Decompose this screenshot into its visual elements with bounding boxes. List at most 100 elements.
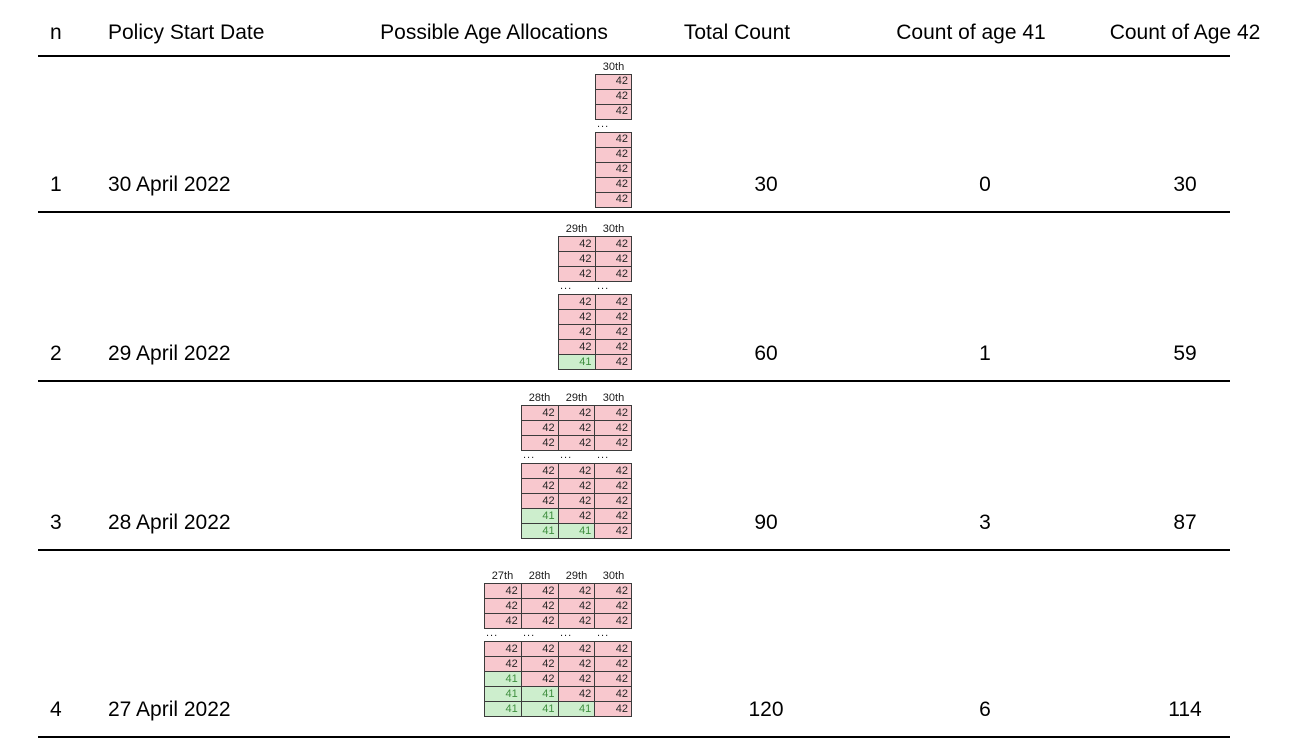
ellipsis: ... bbox=[560, 627, 573, 639]
age-cell: 42 bbox=[520, 613, 559, 629]
age-cell: 42 bbox=[557, 478, 596, 494]
day-label: 29th bbox=[565, 392, 588, 404]
count-age-42-value: 114 bbox=[1168, 698, 1202, 721]
age-allocation-grid: 28th 29th 30th 42 42 42 42 42 42 42 42 42......... 4… bbox=[521, 392, 632, 539]
age-cell: 42 bbox=[594, 463, 632, 479]
count-age-41-value: 6 bbox=[979, 698, 991, 721]
allocation-block: 42 42 42 42 42 42 42 42 42 42 42 42 bbox=[484, 583, 632, 629]
ellipsis: ... bbox=[523, 627, 536, 639]
day-label: 28th bbox=[528, 392, 551, 404]
age-cell: 42 bbox=[558, 339, 596, 355]
age-cell: 41 bbox=[521, 523, 559, 539]
header-n: n bbox=[50, 20, 62, 44]
age-cell: 42 bbox=[595, 146, 632, 163]
age-cell: 42 bbox=[557, 671, 596, 687]
ellipsis-row: ............ bbox=[484, 627, 632, 641]
age-cell: 42 bbox=[557, 508, 596, 524]
count-age-41-value: 3 bbox=[979, 511, 991, 534]
age-cell: 42 bbox=[595, 88, 632, 105]
day-label: 30th bbox=[602, 223, 625, 235]
age-cell: 42 bbox=[521, 463, 559, 479]
age-cell: 42 bbox=[594, 324, 632, 340]
age-cell: 42 bbox=[594, 508, 632, 524]
ellipsis-row: ...... bbox=[558, 281, 632, 294]
count-age-41-value: 0 bbox=[979, 173, 991, 196]
day-label: 29th bbox=[565, 570, 588, 582]
day-label-row: 28th 29th 30th bbox=[521, 392, 632, 405]
age-cell: 42 bbox=[594, 583, 632, 599]
age-cell: 41 bbox=[484, 686, 522, 702]
total-count-value: 30 bbox=[754, 173, 778, 196]
ellipsis: ... bbox=[523, 449, 536, 461]
age-cell: 42 bbox=[557, 656, 596, 672]
age-cell: 42 bbox=[558, 266, 596, 282]
count-age-41-value: 1 bbox=[979, 342, 991, 365]
row-number-value: 1 bbox=[50, 173, 62, 196]
allocation-block: 42 42 42 42 42 42 42 42 42 bbox=[521, 405, 632, 451]
day-label: 30th bbox=[602, 60, 625, 73]
age-cell: 42 bbox=[595, 73, 632, 90]
header-count-of-age-42: Count of Age 42 bbox=[1109, 20, 1261, 44]
allocation-block: 42 42 42 42 42 42 42 42 41 42 bbox=[558, 294, 632, 370]
age-cell: 42 bbox=[557, 463, 596, 479]
age-cell: 41 bbox=[520, 686, 559, 702]
day-label-row: 29th 30th bbox=[558, 223, 632, 236]
age-allocation-cell: 27th 28th 29th 30th 42 42 42 42 42 42 42 42 42 42 42 42… bbox=[348, 570, 640, 717]
age-cell: 42 bbox=[594, 598, 632, 614]
ellipsis: ... bbox=[486, 627, 499, 639]
day-label: 29th bbox=[565, 223, 588, 235]
policy-age-table: n Policy Start Date Possible Age Allocat… bbox=[38, 0, 1260, 738]
age-cell: 42 bbox=[521, 493, 559, 509]
total-count-value: 60 bbox=[754, 342, 778, 365]
day-label: 30th bbox=[602, 392, 625, 404]
age-cell: 41 bbox=[557, 701, 596, 717]
age-allocation-cell: 30th 42 42 42... 42 42 42 42 42 bbox=[348, 61, 640, 208]
age-cell: 42 bbox=[557, 583, 596, 599]
age-cell: 42 bbox=[557, 493, 596, 509]
age-cell: 42 bbox=[521, 405, 559, 421]
allocation-block: 42 42 42 42 42 42 42 42 41 42 42 42 41 41 42 42 41 41 41 42 bbox=[484, 641, 632, 717]
age-cell: 41 bbox=[484, 701, 522, 717]
total-count-value: 90 bbox=[754, 511, 778, 534]
policy-start-date: 29 April 2022 bbox=[108, 342, 231, 365]
allocation-block: 42 42 42 42 42 bbox=[595, 131, 632, 208]
age-cell: 42 bbox=[557, 420, 596, 436]
header-count-of-age-41: Count of age 41 bbox=[896, 20, 1046, 44]
allocation-block: 42 42 42 bbox=[595, 73, 632, 120]
age-cell: 42 bbox=[521, 435, 559, 451]
day-label: 30th bbox=[602, 570, 625, 582]
policy-start-date: 30 April 2022 bbox=[108, 173, 231, 196]
age-cell: 42 bbox=[484, 656, 522, 672]
ellipsis-row: ... bbox=[595, 118, 632, 132]
ellipsis-row: ......... bbox=[521, 449, 632, 463]
table-row: 1 30 April 2022 30th 42 42 42... 42 42 42 42 42 30 0… bbox=[38, 57, 1230, 213]
age-allocation-grid: 27th 28th 29th 30th 42 42 42 42 42 42 42 42 42 42 42 42… bbox=[484, 570, 632, 717]
age-cell: 42 bbox=[594, 435, 632, 451]
age-cell: 42 bbox=[594, 701, 632, 717]
age-cell: 42 bbox=[557, 435, 596, 451]
age-cell: 42 bbox=[594, 493, 632, 509]
table-header-row: n Policy Start Date Possible Age Allocat… bbox=[38, 0, 1260, 57]
age-cell: 42 bbox=[594, 294, 632, 310]
row-number-value: 3 bbox=[50, 511, 62, 534]
age-allocation-grid: 29th 30th 42 42 42 42 42 42...... 42 42 42 42 42 42 42… bbox=[558, 223, 632, 370]
age-cell: 42 bbox=[594, 671, 632, 687]
age-cell: 42 bbox=[558, 236, 596, 252]
header-total-count: Total Count bbox=[683, 20, 791, 44]
count-age-42-value: 30 bbox=[1173, 173, 1197, 196]
age-cell: 42 bbox=[594, 251, 632, 267]
header-possible-age-allocations: Possible Age Allocations bbox=[380, 20, 608, 44]
ellipsis: ... bbox=[597, 449, 610, 461]
age-cell: 42 bbox=[520, 583, 559, 599]
age-cell: 42 bbox=[557, 641, 596, 657]
total-count-value: 120 bbox=[748, 698, 784, 721]
day-label: 27th bbox=[491, 570, 514, 582]
day-label-row: 30th bbox=[595, 61, 632, 74]
age-cell: 42 bbox=[594, 354, 632, 370]
age-cell: 42 bbox=[595, 161, 632, 178]
age-cell: 42 bbox=[594, 420, 632, 436]
age-cell: 42 bbox=[484, 598, 522, 614]
age-cell: 42 bbox=[520, 598, 559, 614]
age-allocation-cell: 29th 30th 42 42 42 42 42 42...... 42 42 42 42 42 42 42… bbox=[348, 223, 640, 370]
day-label: 28th bbox=[528, 570, 551, 582]
